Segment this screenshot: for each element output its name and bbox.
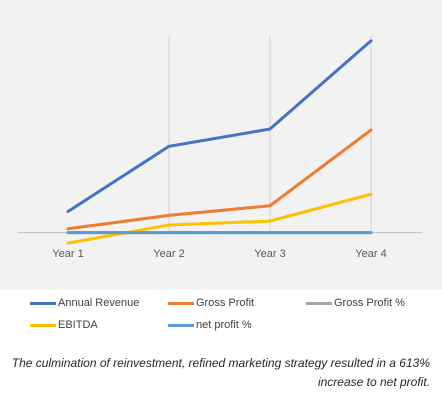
legend-label-gross-profit: Gross Profit xyxy=(196,297,255,309)
legend-label-annual-revenue: Annual Revenue xyxy=(58,297,140,309)
legend-swatch-net-profit-pct xyxy=(168,323,194,327)
legend-item-annual-revenue: Annual Revenue xyxy=(30,297,139,309)
legend-swatch-gross-profit xyxy=(168,301,194,305)
legend-swatch-annual-revenue xyxy=(30,301,56,305)
legend-label-net-profit-pct: net profit % xyxy=(196,319,252,331)
series-line-gross-profit xyxy=(66,128,373,231)
x-tick-label-year-3: Year 3 xyxy=(254,248,285,260)
legend-item-gross-profit: Gross Profit xyxy=(168,297,254,309)
series-line-annual-revenue xyxy=(66,39,373,214)
legend-swatch-gross-profit-pct xyxy=(306,301,332,305)
line-chart: Year 1 Year 2 Year 3 Year 4 xyxy=(18,36,422,260)
legend-label-ebitda: EBITDA xyxy=(58,319,98,331)
series-line-ebitda xyxy=(66,192,373,245)
chart-caption: The culmination of reinvestment, refined… xyxy=(11,356,430,389)
chart-legend: Annual Revenue Gross Profit Gross Profit… xyxy=(0,294,442,338)
legend-swatch-ebitda xyxy=(30,323,56,327)
legend-label-gross-profit-pct: Gross Profit % xyxy=(334,297,405,309)
x-tick-label-year-1: Year 1 xyxy=(52,248,83,260)
legend-item-gross-profit-pct: Gross Profit % xyxy=(306,297,405,309)
legend-item-net-profit-pct: net profit % xyxy=(168,319,252,331)
x-tick-label-year-4: Year 4 xyxy=(355,248,386,260)
legend-item-ebitda: EBITDA xyxy=(30,319,98,331)
x-tick-label-year-2: Year 2 xyxy=(153,248,184,260)
